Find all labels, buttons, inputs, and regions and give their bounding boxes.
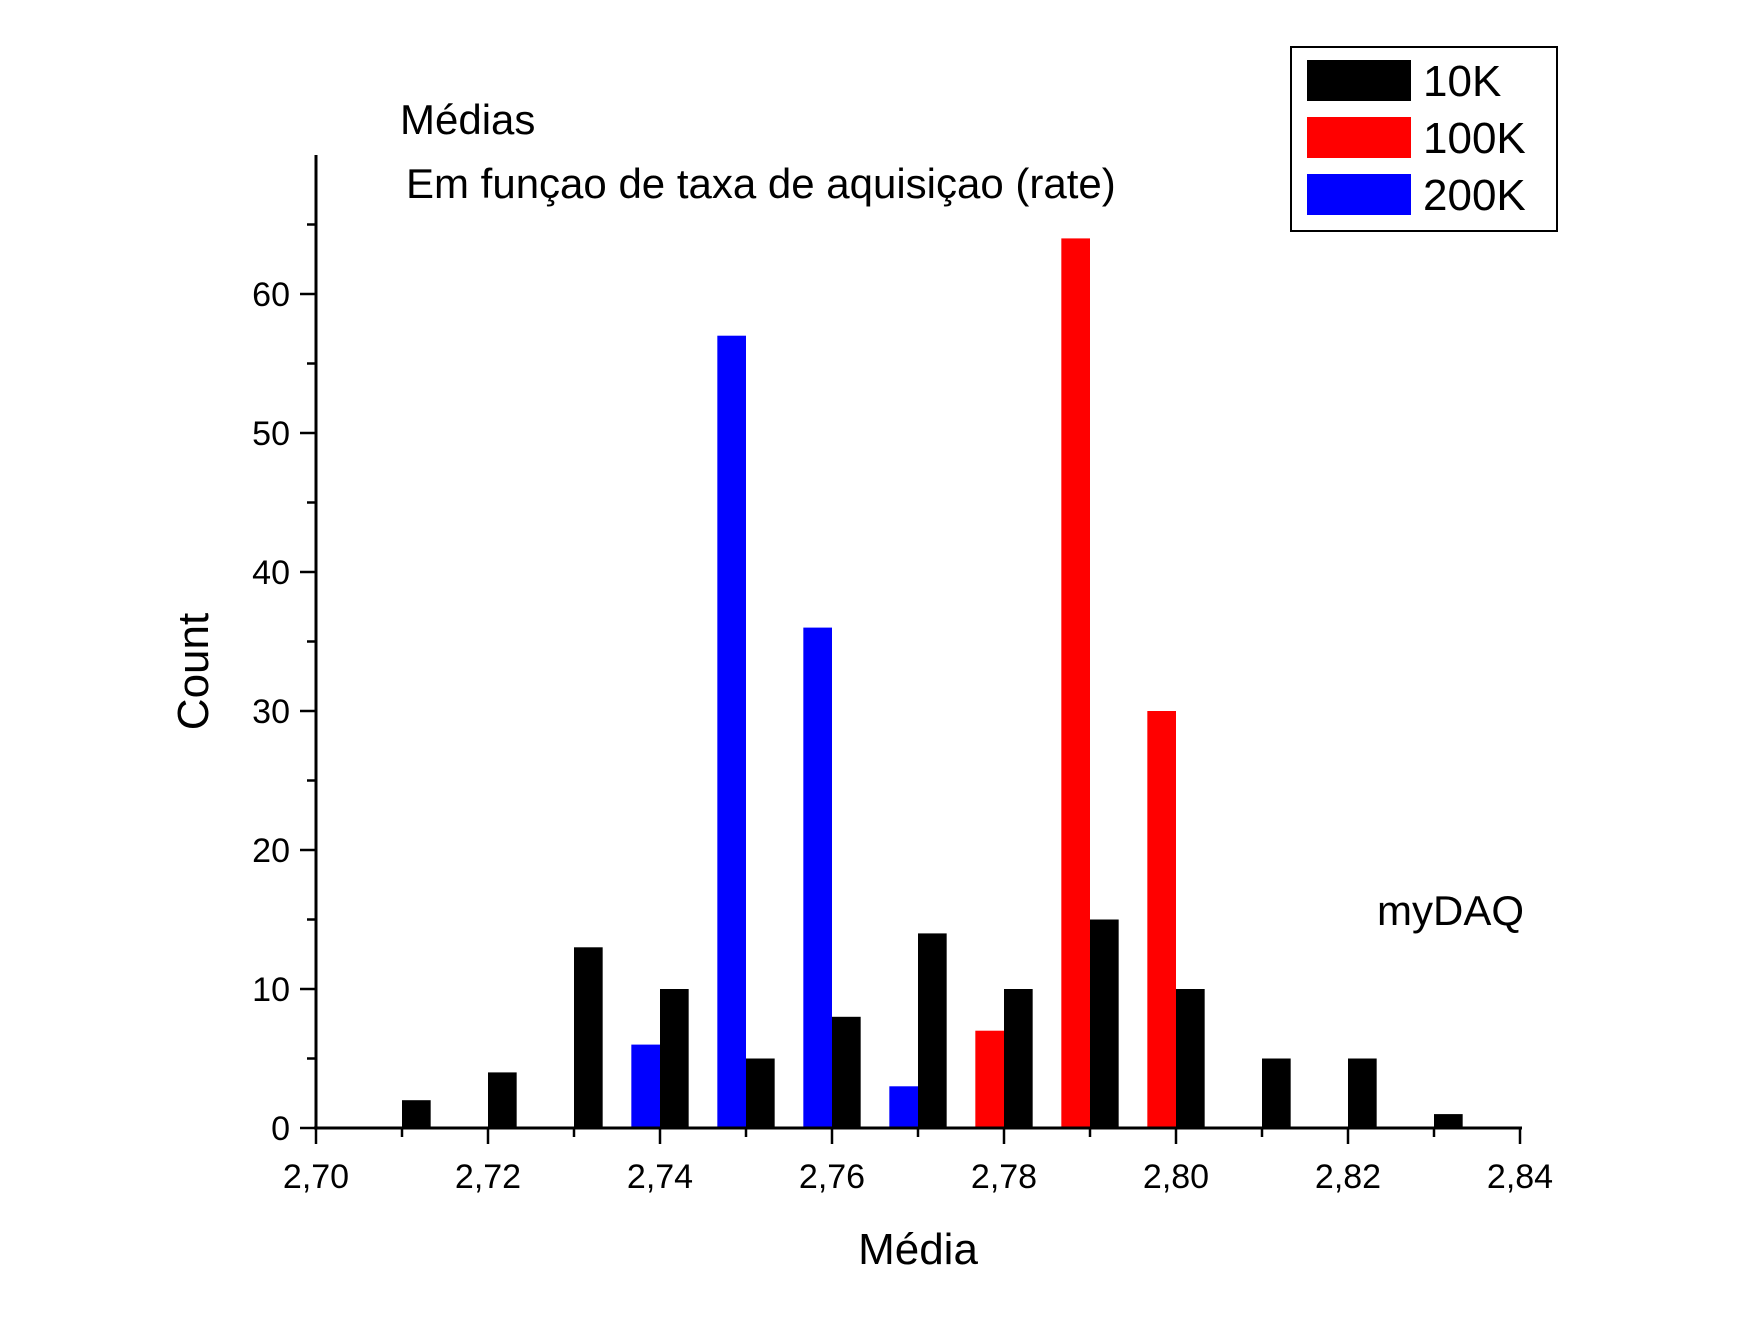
labels-layer: 0 10 20 30 40 50 60 2,70 2,72 2,74 2,76 2,78 2,80 2,8… [169,96,1553,1274]
bar-10k-0 [402,1100,431,1128]
y-tick-label-40: 40 [252,554,290,592]
y-tick-label-10: 10 [252,971,290,1009]
x-tick-label-2: 2,74 [627,1158,693,1196]
bar-10k-9 [1176,989,1205,1128]
x-tick-label-7: 2,84 [1487,1158,1553,1196]
x-tick-label-6: 2,82 [1315,1158,1381,1196]
bar-100k-2 [1147,711,1176,1128]
bar-10k-8 [1090,919,1119,1128]
x-tick-label-4: 2,78 [971,1158,1037,1196]
legend-label-100k: 100K [1423,114,1526,163]
bar-200k-2 [803,627,832,1128]
bar-200k-0 [631,1044,660,1128]
y-tick-label-50: 50 [252,415,290,453]
bar-100k-0 [975,1030,1004,1128]
y-axis-title: Count [169,613,218,730]
bar-10k-10 [1262,1058,1291,1128]
bar-10k-7 [1004,989,1033,1128]
legend-swatch-10k [1307,60,1411,101]
bar-10k-6 [918,933,947,1128]
bars-layer [402,238,1463,1128]
y-tick-label-20: 20 [252,832,290,870]
bar-10k-11 [1348,1058,1377,1128]
device-annotation: myDAQ [1377,887,1524,934]
bar-10k-1 [488,1072,517,1128]
chart-subtitle: Em funçao de taxa de aquisiçao (rate) [406,160,1116,207]
legend: 10K 100K 200K [1290,46,1558,232]
bar-10k-5 [832,1016,861,1128]
x-tick-label-0: 2,70 [283,1158,349,1196]
legend-label-10k: 10K [1423,57,1501,106]
bar-10k-12 [1434,1114,1463,1128]
bar-10k-4 [746,1058,775,1128]
x-tick-label-3: 2,76 [799,1158,865,1196]
x-tick-label-1: 2,72 [455,1158,521,1196]
bar-10k-3 [660,989,689,1128]
legend-swatch-200k [1307,174,1411,215]
y-tick-label-0: 0 [271,1110,290,1148]
y-tick-label-30: 30 [252,693,290,731]
legend-label-200k: 200K [1423,171,1526,220]
legend-swatch-100k [1307,117,1411,158]
bar-200k-1 [717,335,746,1128]
axes-layer [300,155,1522,1144]
bar-200k-3 [889,1086,918,1128]
bar-100k-1 [1061,238,1090,1128]
x-tick-label-5: 2,80 [1143,1158,1209,1196]
y-tick-label-60: 60 [252,276,290,314]
bar-10k-2 [574,947,603,1128]
x-axis-title: Média [858,1225,978,1274]
chart-title: Médias [400,96,535,143]
